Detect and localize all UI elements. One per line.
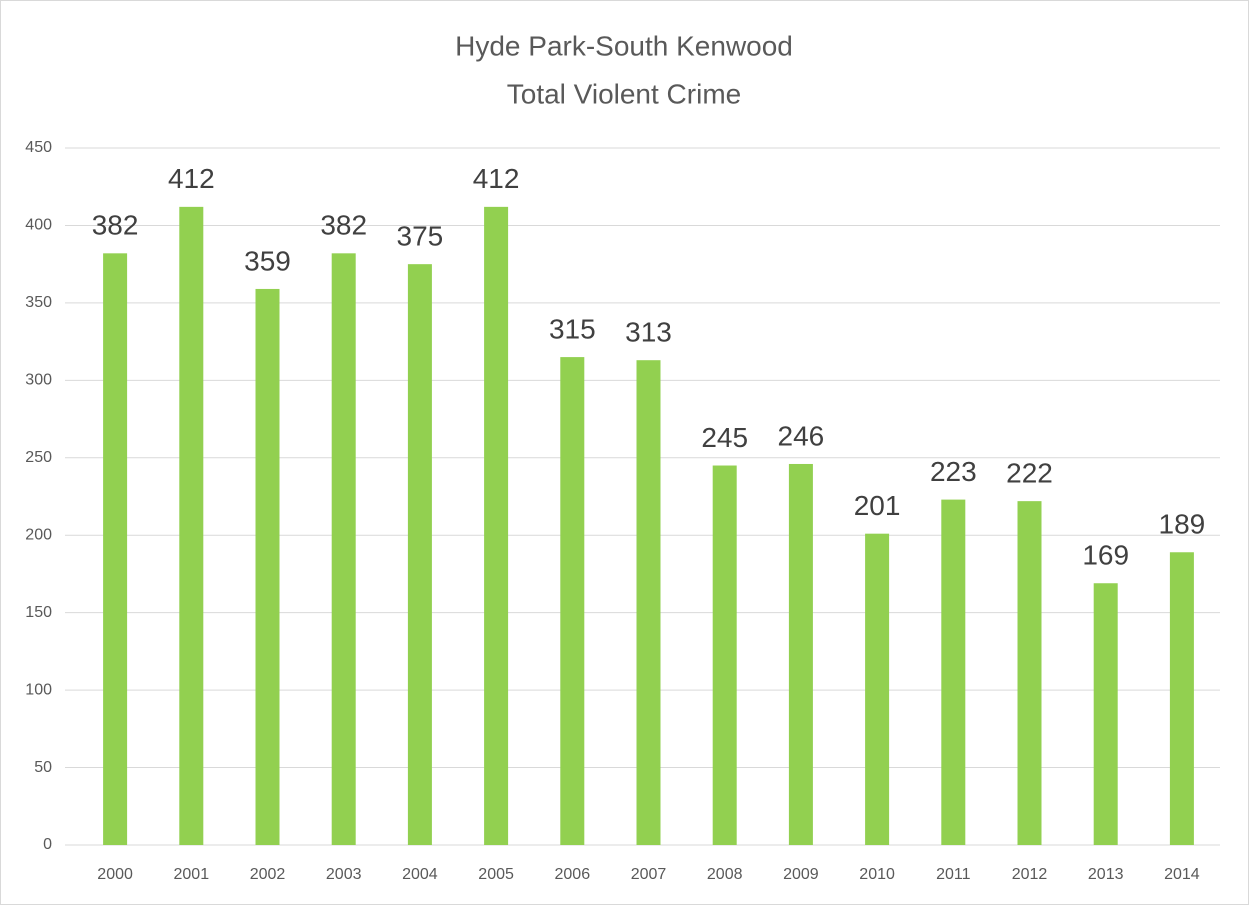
- bar: [1169, 552, 1194, 845]
- x-tick-label: 2008: [707, 866, 743, 883]
- data-label: 382: [92, 210, 139, 241]
- x-tick-label: 2002: [250, 866, 286, 883]
- x-tick-label: 2014: [1164, 866, 1200, 883]
- chart-title: Hyde Park-South Kenwood: [455, 30, 793, 61]
- bar: [560, 357, 585, 845]
- bar: [941, 499, 966, 845]
- x-tick-label: 2003: [326, 866, 362, 883]
- y-tick-label: 100: [25, 681, 52, 698]
- data-label: 412: [168, 163, 215, 194]
- bar: [331, 253, 356, 845]
- bar: [255, 288, 280, 846]
- data-label: 169: [1082, 540, 1129, 571]
- x-tick-label: 2013: [1088, 866, 1124, 883]
- x-tick-label: 2005: [478, 866, 514, 883]
- y-tick-label: 250: [25, 449, 52, 466]
- x-tick-label: 2011: [936, 866, 971, 883]
- bar: [865, 533, 890, 845]
- data-label: 245: [701, 422, 748, 453]
- bar: [407, 264, 432, 846]
- x-tick-label: 2001: [174, 866, 210, 883]
- chart-title: Total Violent Crime: [507, 78, 741, 109]
- bar: [179, 206, 204, 845]
- data-label: 375: [397, 221, 444, 252]
- y-tick-label: 0: [43, 836, 52, 853]
- y-tick-label: 350: [25, 294, 52, 311]
- data-label: 315: [549, 313, 596, 344]
- bar: [636, 360, 661, 845]
- data-label: 412: [473, 163, 520, 194]
- data-label: 359: [244, 245, 291, 276]
- data-label: 313: [625, 317, 672, 348]
- y-tick-label: 300: [25, 372, 52, 389]
- x-tick-label: 2006: [555, 866, 591, 883]
- data-label: 201: [854, 490, 901, 521]
- bar: [103, 253, 128, 845]
- bar: [1017, 501, 1042, 845]
- bar: [712, 465, 737, 845]
- x-tick-label: 2004: [402, 866, 438, 883]
- y-tick-label: 50: [34, 759, 52, 776]
- data-label: 189: [1159, 509, 1206, 540]
- x-tick-label: 2012: [1012, 866, 1048, 883]
- x-tick-label: 2000: [97, 866, 133, 883]
- data-label: 382: [320, 210, 367, 241]
- x-tick-label: 2009: [783, 866, 819, 883]
- data-label: 246: [778, 420, 825, 451]
- x-tick-label: 2007: [631, 866, 667, 883]
- bar: [788, 463, 813, 845]
- bar: [1093, 583, 1118, 845]
- x-tick-label: 2010: [859, 866, 895, 883]
- data-label: 223: [930, 456, 977, 487]
- y-tick-label: 150: [25, 604, 52, 621]
- y-tick-label: 400: [25, 217, 52, 234]
- y-tick-label: 450: [25, 139, 52, 156]
- bar: [484, 206, 509, 845]
- data-label: 222: [1006, 458, 1053, 489]
- y-tick-label: 200: [25, 526, 52, 543]
